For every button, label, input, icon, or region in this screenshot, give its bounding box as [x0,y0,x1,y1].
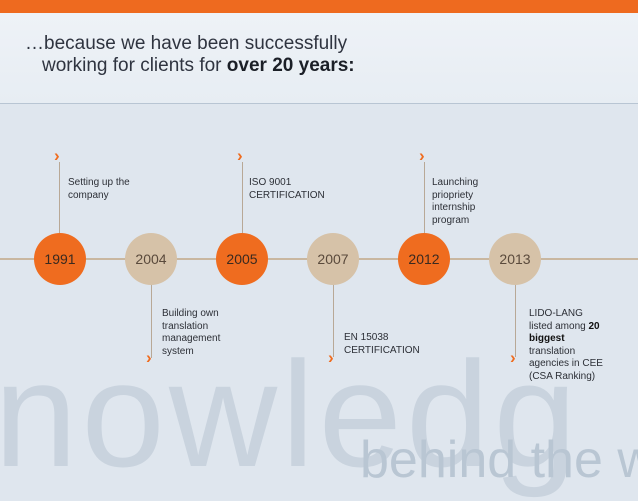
year-marker-2012: 2012 [398,233,450,285]
year-marker-2005: 2005 [216,233,268,285]
connector-1991 [59,162,60,233]
title-line-2: working for clients for over 20 years: [25,55,355,77]
chevron-right-icon: › [510,348,516,367]
milestone-label-1991: Setting up the company [68,177,130,201]
milestone-label-2013-post: translation agencies in CEE (CSA Ranking… [529,345,603,382]
connector-2007 [333,284,334,357]
connector-2012 [424,162,425,233]
year-marker-2013: 2013 [489,233,541,285]
year-marker-1991: 1991 [34,233,86,285]
title-line-2-prefix: working for clients for [42,55,227,76]
milestone-label-2013-bold: 20 biggest [529,320,600,345]
chevron-right-icon: › [237,146,243,165]
page-title: …because we have been successfully worki… [25,33,355,77]
chevron-right-icon: › [419,146,425,165]
top-accent-bar [0,0,638,13]
header-band [0,13,638,104]
milestone-label-2004: Building own translation management syst… [162,308,221,357]
year-marker-2004: 2004 [125,233,177,285]
connector-2004 [151,284,152,358]
milestone-label-2013: LIDO-LANG listed among 20 biggest transl… [529,308,609,383]
chevron-right-icon: › [146,348,152,367]
connector-2013 [515,284,516,357]
milestone-label-2013-pre: LIDO-LANG listed among [529,308,586,332]
chevron-right-icon: › [54,146,60,165]
title-line-2-bold: over 20 years: [226,55,355,76]
connector-2005 [242,162,243,233]
chevron-right-icon: › [328,348,334,367]
milestone-label-2005: ISO 9001 CERTIFICATION [249,177,325,201]
milestone-label-2007: EN 15038 CERTIFICATION [344,332,420,356]
year-marker-2007: 2007 [307,233,359,285]
background-watermark-phrase: behind the w [360,431,638,489]
background-watermark-word: nowledg [0,330,581,498]
title-line-1: …because we have been successfully [25,33,348,54]
milestone-label-2012: Launching priopriety internship program [432,177,479,226]
